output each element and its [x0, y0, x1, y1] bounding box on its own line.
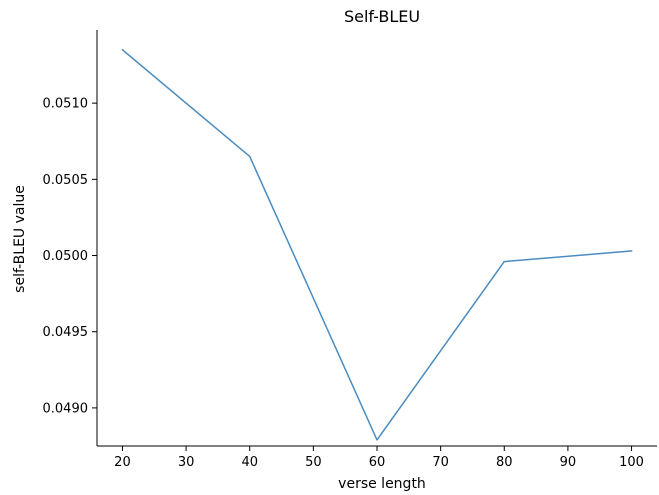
x-tick-label: 100 [619, 455, 644, 470]
y-axis-label: self-BLEU value [12, 185, 28, 293]
chart-title: Self-BLEU [344, 7, 420, 26]
x-tick-label: 40 [241, 455, 258, 470]
x-tick-label: 30 [178, 455, 195, 470]
series-layer [121, 48, 633, 441]
x-tick-label: 70 [432, 455, 449, 470]
y-tick-label: 0.0500 [43, 249, 89, 264]
y-tick-label: 0.0495 [43, 325, 89, 340]
x-tick-label: 90 [560, 455, 577, 470]
series-line [121, 48, 633, 441]
y-tick-label: 0.0505 [43, 173, 89, 188]
y-tick-label: 0.0510 [43, 97, 89, 112]
x-tick-label: 60 [369, 455, 386, 470]
axes: 20 30 40 50 60 70 80 90 100 0.0490 0.0495 0.0500 0.0… [43, 30, 657, 470]
x-tick-label: 50 [305, 455, 322, 470]
y-tick-label: 0.0490 [43, 401, 89, 416]
x-axis-label: verse length [338, 476, 426, 492]
x-tick-label: 80 [496, 455, 513, 470]
x-tick-label: 20 [114, 455, 131, 470]
